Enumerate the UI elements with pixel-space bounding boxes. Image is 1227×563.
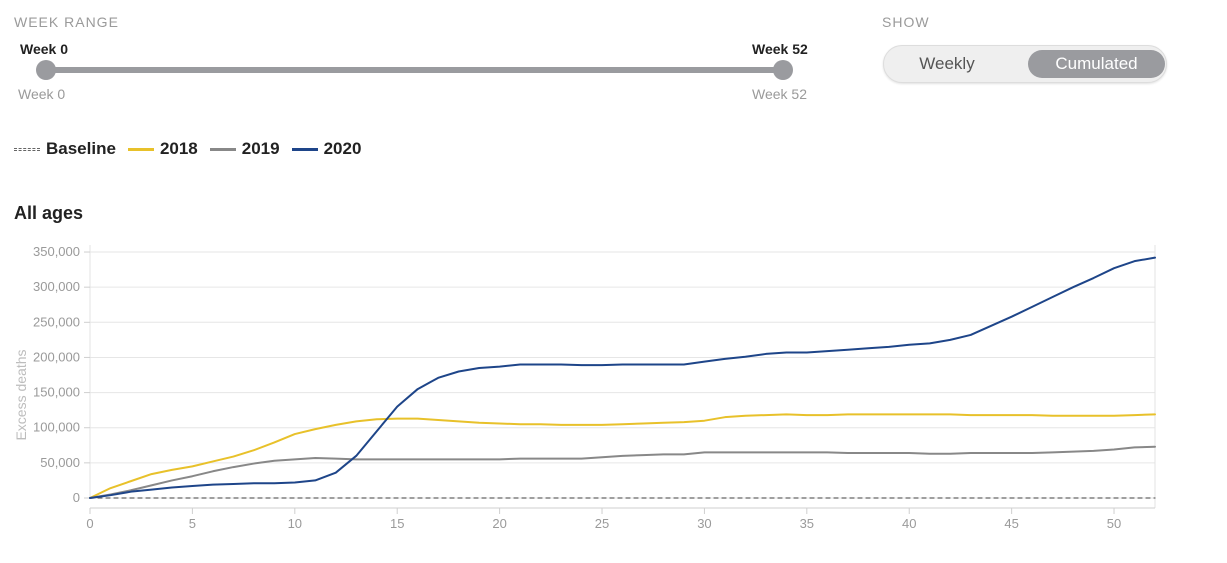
range-end-value-label: Week 52 <box>752 41 808 57</box>
x-tick-label: 30 <box>697 516 711 531</box>
x-tick-label: 35 <box>800 516 814 531</box>
y-tick-label: 150,000 <box>33 385 80 400</box>
x-tick-label: 40 <box>902 516 916 531</box>
legend-label-baseline: Baseline <box>46 139 116 158</box>
panel-title: All ages <box>14 203 84 223</box>
y-tick-label: 0 <box>73 490 80 505</box>
x-tick-label: 5 <box>189 516 196 531</box>
series-line-2020 <box>89 256 1156 499</box>
y-tick-label: 50,000 <box>40 455 80 470</box>
x-tick-label: 15 <box>390 516 404 531</box>
chart-legend: Baseline 2018 2019 2020 <box>14 138 373 160</box>
x-tick-label: 10 <box>288 516 302 531</box>
x-tick-label: 50 <box>1107 516 1121 531</box>
axis-layer: 0 50,000 100,000 150,000 200,000 250,000 300,0… <box>33 244 1156 531</box>
excess-deaths-line-chart: 0 50,000 100,000 150,000 200,000 250,000 300,0… <box>13 244 1156 531</box>
y-axis-label: Excess deaths <box>13 349 29 440</box>
grid-layer <box>90 251 1155 499</box>
legend-label-2018: 2018 <box>159 139 198 158</box>
y-tick-label: 250,000 <box>33 314 80 329</box>
series-line-2019 <box>89 445 1156 499</box>
series-line-2018 <box>89 413 1156 499</box>
y-tick-label: 200,000 <box>33 349 80 364</box>
weekly-toggle-button[interactable]: Weekly <box>919 54 975 73</box>
range-slider-start-handle[interactable] <box>36 60 56 80</box>
range-min-label: Week 0 <box>18 86 66 102</box>
show-mode-toggle: Weekly Cumulated <box>883 45 1167 83</box>
range-max-label: Week 52 <box>752 86 807 102</box>
week-range-section-label: WEEK RANGE <box>14 14 119 30</box>
legend-item-2018[interactable]: 2018 <box>127 139 198 159</box>
legend-label-2020: 2020 <box>323 139 362 158</box>
range-start-value-label: Week 0 <box>20 41 68 57</box>
legend-item-2020[interactable]: 2020 <box>291 139 362 159</box>
x-tick-label: 25 <box>595 516 609 531</box>
legend-swatch-2020 <box>291 147 318 151</box>
x-tick-label: 45 <box>1004 516 1018 531</box>
y-tick-label: 100,000 <box>33 420 80 435</box>
x-tick-label: 0 <box>86 516 93 531</box>
show-section-label: SHOW <box>882 14 930 30</box>
legend-swatch-2019 <box>209 147 236 151</box>
range-slider-track[interactable] <box>46 67 784 73</box>
series-layer <box>89 256 1156 499</box>
cumulated-toggle-button[interactable]: Cumulated <box>1028 50 1165 78</box>
x-tick-label: 20 <box>492 516 506 531</box>
legend-swatch-2018 <box>127 147 154 151</box>
legend-swatch-baseline <box>14 147 40 151</box>
legend-item-baseline[interactable]: Baseline <box>14 139 116 159</box>
legend-item-2019[interactable]: 2019 <box>209 139 280 159</box>
y-tick-label: 300,000 <box>33 279 80 294</box>
y-tick-label: 350,000 <box>33 244 80 259</box>
legend-label-2019: 2019 <box>241 139 280 158</box>
range-slider-end-handle[interactable] <box>773 60 793 80</box>
